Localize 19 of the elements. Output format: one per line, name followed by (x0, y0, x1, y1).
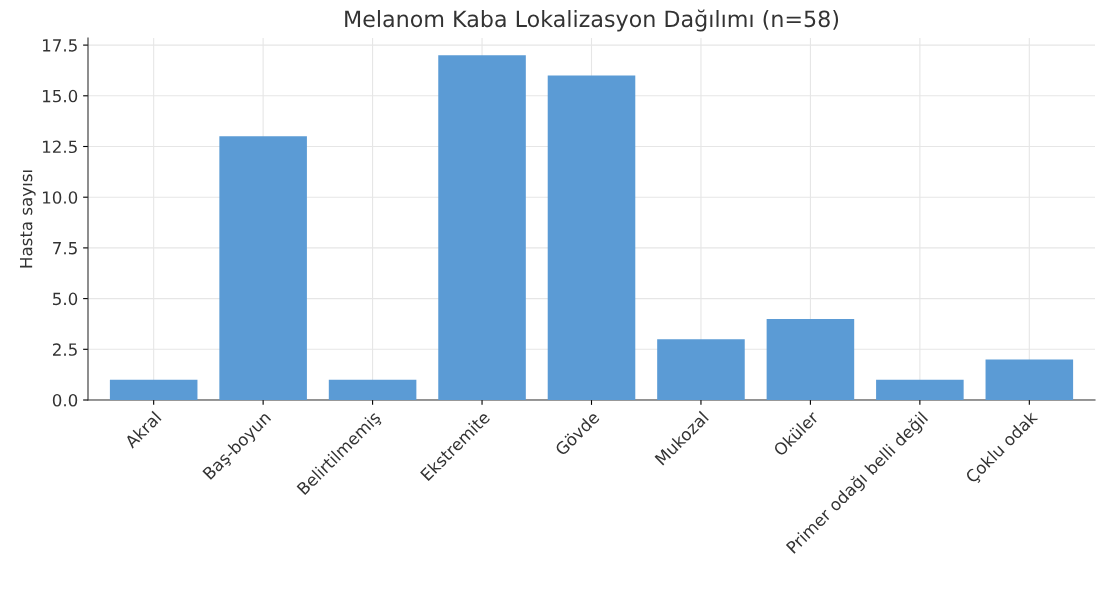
bar (985, 359, 1074, 400)
bar (109, 379, 198, 400)
bar (438, 55, 526, 400)
y-tick-label: 5.0 (53, 292, 78, 306)
y-tick-label: 12.5 (43, 140, 77, 154)
y-tick-label: 10.0 (43, 191, 78, 204)
bar (766, 318, 855, 400)
chart-title: Melanom Kaba Lokalizasyon Dağılımı (n=58) (345, 9, 839, 32)
y-tick-label: 17.5 (43, 39, 77, 52)
y-tick-label: 0.0 (52, 393, 78, 407)
y-tick-label: 7.5 (53, 242, 77, 255)
bar (876, 379, 964, 400)
y-tick-label: 15.0 (43, 89, 78, 103)
y-tick-label: 2.5 (52, 343, 77, 356)
bar (657, 339, 745, 400)
bar (547, 75, 636, 400)
bar (219, 136, 307, 400)
bar (328, 379, 417, 400)
y-axis-title: Hasta sayısı (20, 170, 36, 268)
